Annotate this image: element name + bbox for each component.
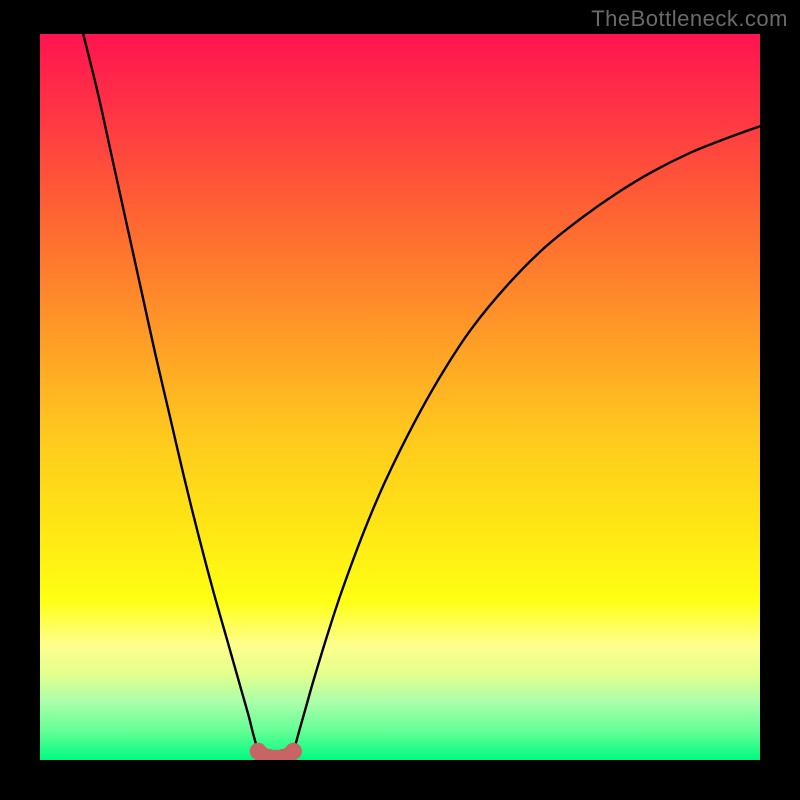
gradient-background bbox=[40, 34, 760, 760]
watermark-text: TheBottleneck.com bbox=[591, 6, 788, 32]
optimum-marker bbox=[285, 743, 302, 760]
bottleneck-curve-chart bbox=[40, 34, 760, 760]
chart-container: TheBottleneck.com bbox=[0, 0, 800, 800]
plot-area bbox=[40, 34, 760, 760]
